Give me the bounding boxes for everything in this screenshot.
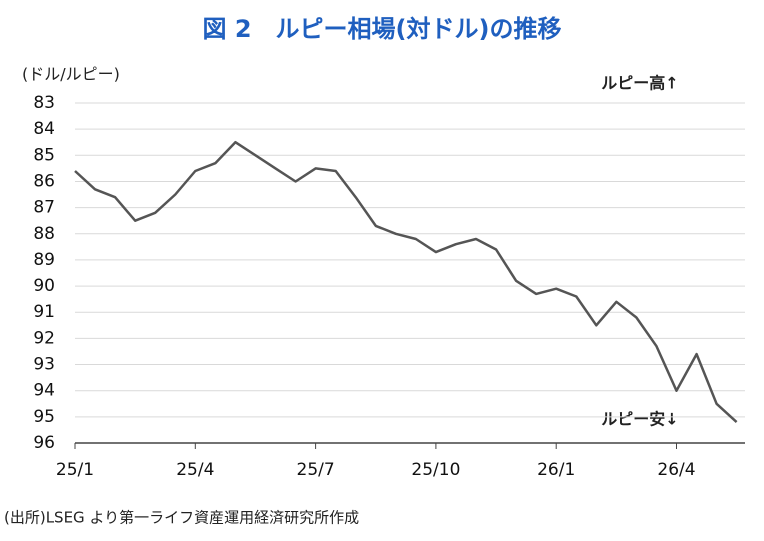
y-tick-label: 89 (33, 250, 55, 270)
y-tick-label: 94 (33, 381, 55, 401)
x-tick-label: 26/4 (657, 460, 695, 480)
data-line (74, 140, 738, 424)
x-tick-label: 25/10 (411, 460, 460, 480)
y-tick-label: 96 (33, 433, 55, 453)
x-tick-label: 25/7 (297, 460, 335, 480)
y-tick-label: 83 (33, 93, 55, 113)
y-tick-label: 87 (33, 198, 55, 218)
y-axis-label: (ドル/ルピー) (22, 65, 120, 84)
y-tick-label: 88 (33, 224, 55, 244)
y-tick-label: 85 (33, 145, 55, 165)
y-tick-label: 95 (33, 407, 55, 427)
x-tick-label: 25/1 (56, 460, 94, 480)
annotation: ルピー安↓ (601, 410, 678, 429)
x-tick-label: 26/1 (537, 460, 575, 480)
y-tick-label: 92 (33, 328, 55, 348)
y-tick-label: 86 (33, 171, 55, 191)
chart-title: 図 2 ルピー相場(対ドル)の推移 (203, 15, 562, 43)
annotation: ルピー高↑ (601, 74, 678, 93)
y-tick-label: 93 (33, 355, 55, 375)
x-tick-label: 25/4 (176, 460, 214, 480)
y-tick-label: 90 (33, 276, 55, 296)
y-tick-label: 84 (33, 119, 55, 139)
source-note: (出所)LSEG より第一ライフ資産運用経済研究所作成 (4, 509, 359, 527)
y-tick-label: 91 (33, 302, 55, 322)
